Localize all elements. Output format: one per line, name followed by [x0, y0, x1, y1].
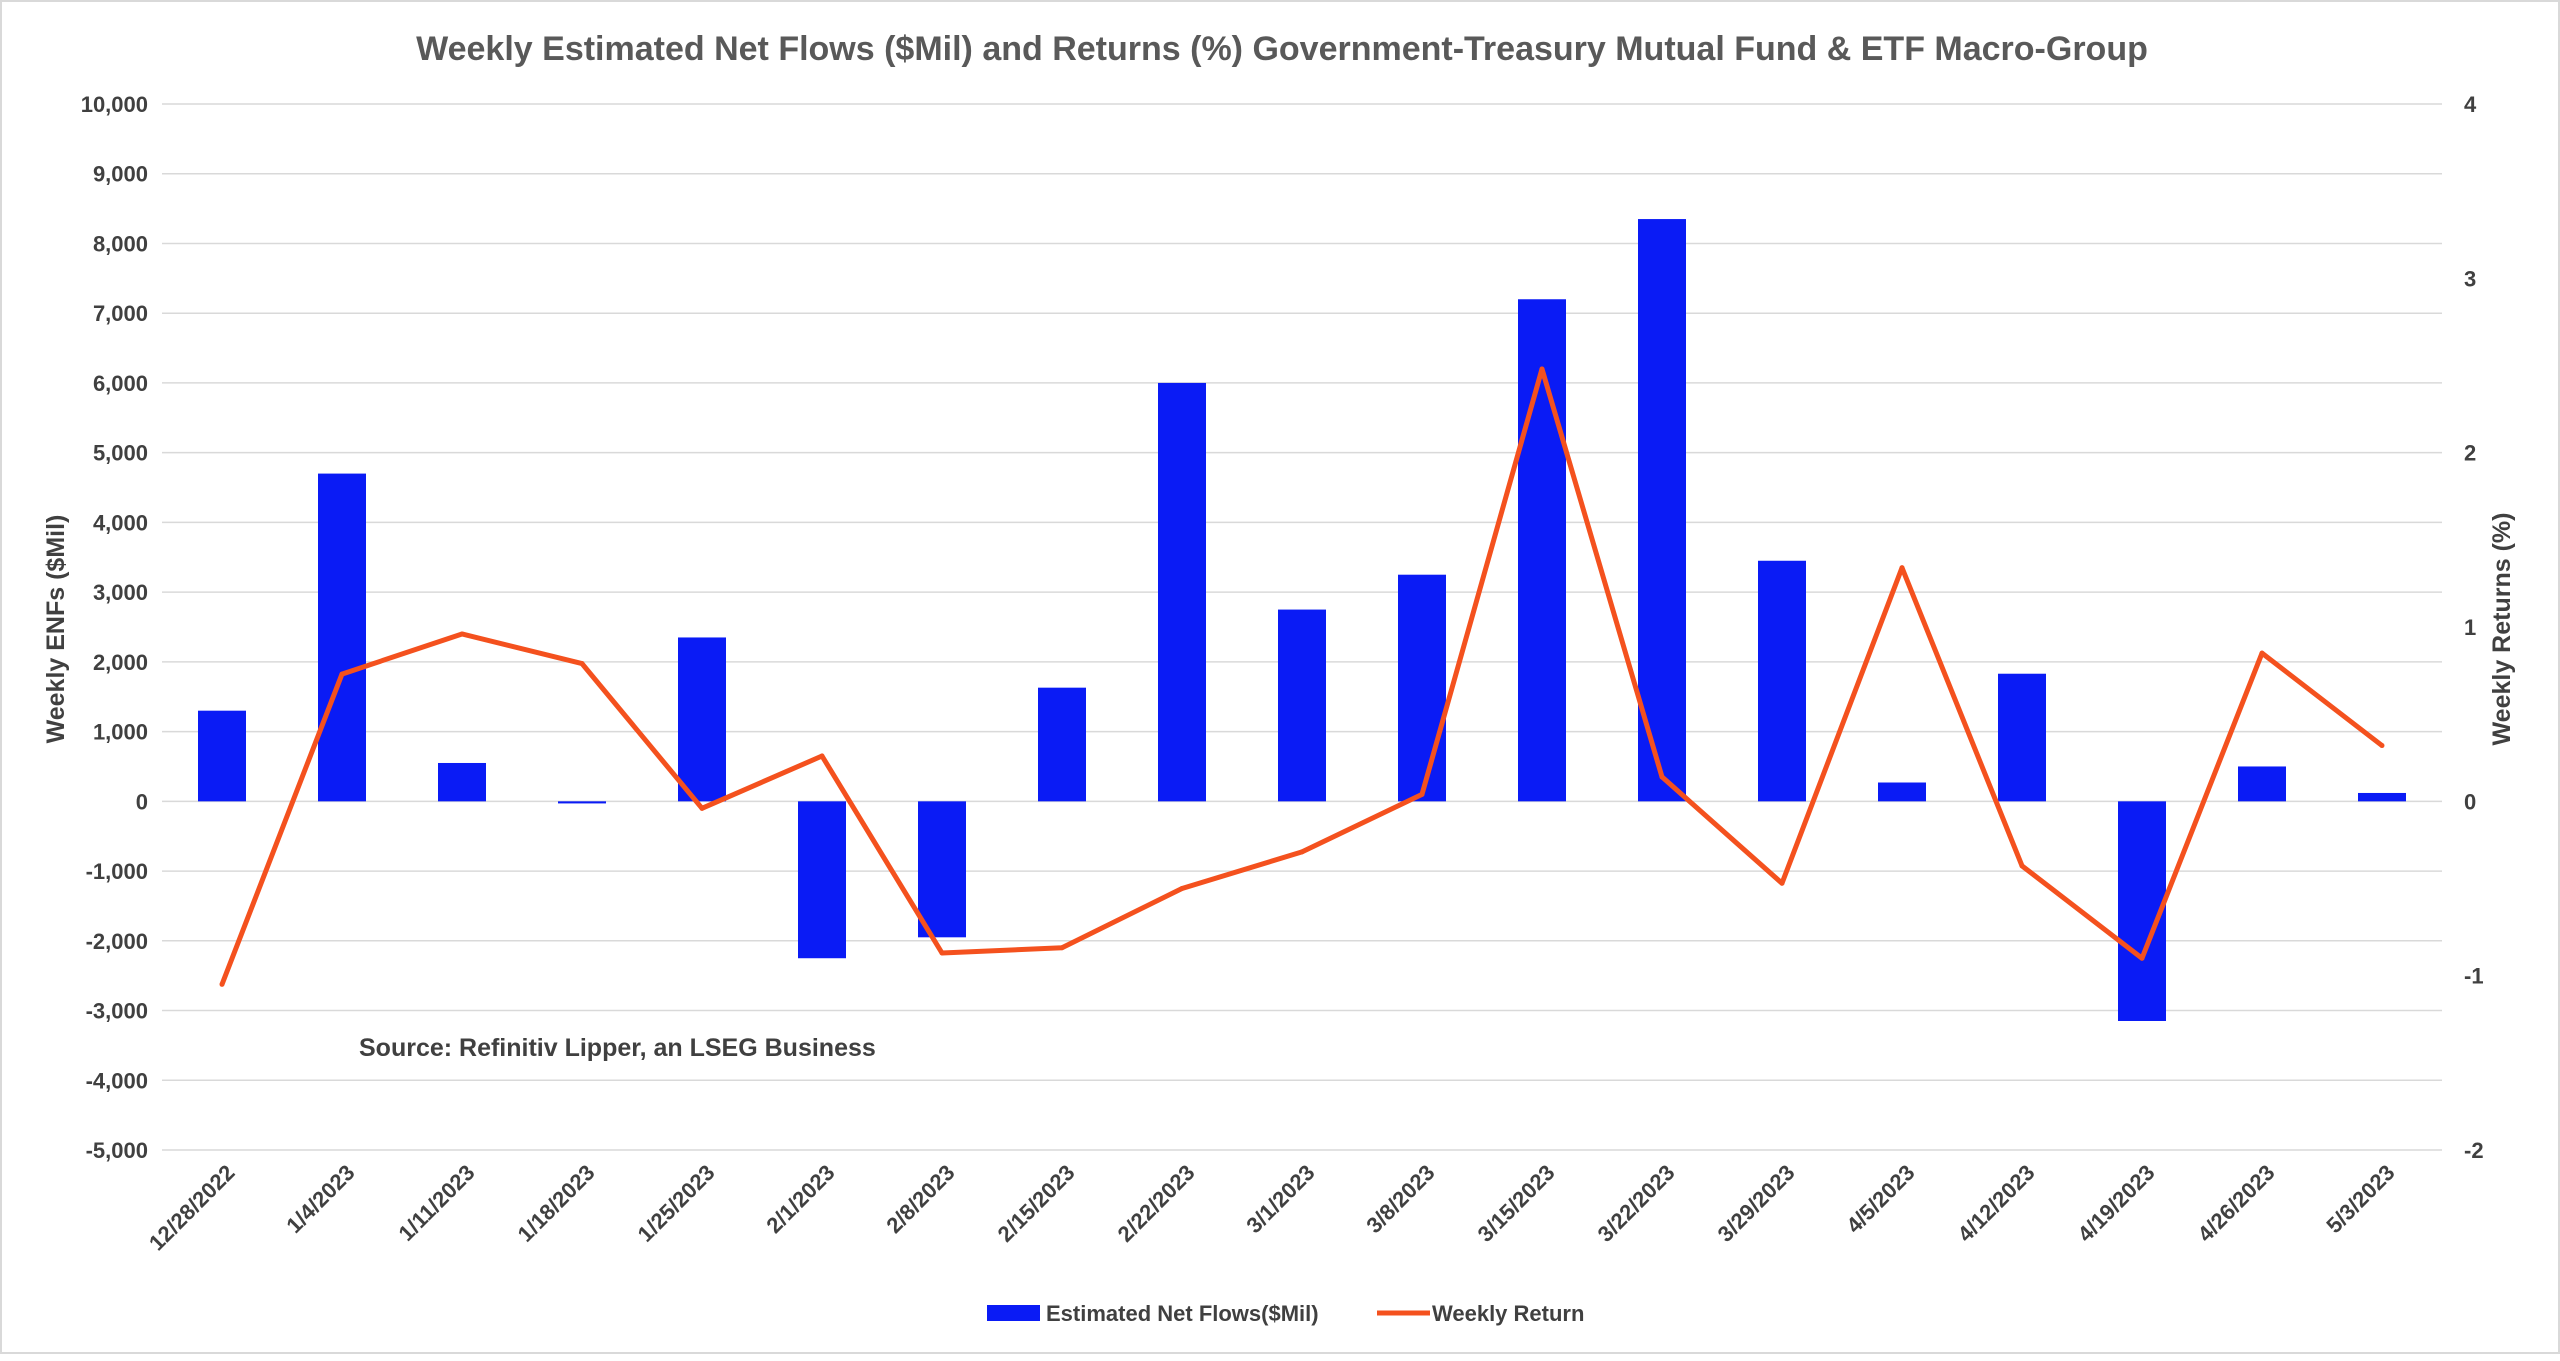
return-point [219, 981, 225, 987]
y-right-tick-label: 4 [2464, 92, 2477, 117]
return-point [1059, 945, 1065, 951]
y-left-tick-label: -1,000 [86, 859, 148, 884]
x-tick-label: 3/15/2023 [1473, 1160, 1560, 1247]
x-tick-label: 4/26/2023 [2193, 1160, 2280, 1247]
return-point [699, 805, 705, 811]
return-point [2259, 650, 2265, 656]
return-point [339, 671, 345, 677]
y-left-tick-label: 5,000 [93, 441, 148, 466]
return-point [1659, 774, 1665, 780]
y-right-tick-label: -2 [2464, 1138, 2484, 1163]
return-point [1299, 849, 1305, 855]
y-left-tick-label: 7,000 [93, 301, 148, 326]
x-tick-label: 5/3/2023 [2321, 1160, 2399, 1238]
x-tick-label: 2/15/2023 [993, 1160, 1080, 1247]
flow-bar [678, 637, 726, 802]
return-point [1179, 886, 1185, 891]
x-tick-label: 12/28/2022 [144, 1160, 240, 1256]
right-axis-ticks: -2 -1 0 1 2 3 4 [2464, 92, 2484, 1163]
x-tick-label: 1/11/2023 [394, 1160, 480, 1246]
legend-label-flows: Estimated Net Flows($Mil) [1046, 1301, 1319, 1326]
return-point [579, 661, 585, 667]
flow-bar [798, 801, 846, 959]
y-left-tick-label: 8,000 [93, 231, 148, 256]
flow-bar [2238, 766, 2286, 802]
x-tick-label: 1/18/2023 [513, 1160, 600, 1247]
return-point [819, 753, 825, 759]
flow-bar [198, 710, 246, 802]
flow-bar [918, 801, 966, 938]
legend: Estimated Net Flows($Mil) Weekly Return [987, 1301, 1584, 1326]
y-right-tick-label: 2 [2464, 441, 2476, 466]
y-left-tick-label: 6,000 [93, 371, 148, 396]
chart-title: Weekly Estimated Net Flows ($Mil) and Re… [416, 30, 2148, 68]
y-right-tick-label: 0 [2464, 789, 2476, 814]
return-point [1899, 565, 1905, 571]
return-point [939, 950, 945, 956]
return-point [1419, 791, 1425, 797]
y-left-tick-label: -5,000 [86, 1138, 148, 1163]
x-tick-label: 2/22/2023 [1113, 1160, 1200, 1247]
x-tick-label: 4/19/2023 [2073, 1160, 2160, 1247]
flow-bar [1158, 382, 1206, 802]
return-point [2139, 955, 2145, 961]
flow-bar [1998, 673, 2046, 802]
x-tick-label: 3/22/2023 [1593, 1160, 1680, 1247]
flow-bar [2358, 792, 2406, 802]
y-left-tick-label: 3,000 [93, 580, 148, 605]
x-tick-label: 1/4/2023 [281, 1160, 359, 1238]
flow-bar [1638, 219, 1686, 802]
x-tick-label: 2/8/2023 [881, 1160, 959, 1238]
flow-bar [1278, 609, 1326, 802]
x-tick-label: 4/5/2023 [1841, 1160, 1919, 1238]
return-point [459, 631, 465, 637]
y-left-tick-label: 0 [136, 789, 148, 814]
flows-bars [198, 219, 2406, 1021]
y-right-tick-label: -1 [2464, 964, 2484, 989]
y-left-axis-title: Weekly ENFs ($Mil) [42, 515, 70, 744]
return-point [2379, 743, 2385, 749]
left-axis-ticks: -5,000 -4,000 -3,000 -2,000 -1,000 0 1,000 2,00… [81, 92, 148, 1163]
flow-bar [558, 801, 606, 804]
flow-bar [1038, 687, 1086, 802]
x-tick-label: 3/29/2023 [1713, 1160, 1800, 1247]
y-left-tick-label: -3,000 [86, 999, 148, 1024]
flow-bar [438, 762, 486, 802]
return-point [2019, 863, 2025, 869]
x-tick-label: 1/25/2023 [633, 1160, 720, 1247]
y-left-tick-label: -2,000 [86, 929, 148, 954]
y-left-tick-label: 4,000 [93, 510, 148, 535]
x-axis-ticks: 12/28/2022 1/4/2023 1/11/2023 1/18/2023 1/25… [144, 1160, 2400, 1256]
flow-bar [318, 473, 366, 802]
return-line [219, 366, 2385, 987]
legend-swatch-flows [987, 1305, 1040, 1321]
y-right-tick-label: 1 [2464, 615, 2476, 640]
y-right-tick-label: 3 [2464, 266, 2476, 291]
return-point [1539, 366, 1545, 372]
return-point [1779, 880, 1785, 886]
x-tick-label: 3/1/2023 [1241, 1160, 1319, 1238]
source-annotation: Source: Refinitiv Lipper, an LSEG Busine… [359, 1034, 876, 1062]
y-left-tick-label: 10,000 [81, 92, 148, 117]
flow-bar [1398, 574, 1446, 802]
x-tick-label: 4/12/2023 [1953, 1160, 2040, 1247]
y-right-axis-title: Weekly Returns (%) [2488, 513, 2516, 746]
flow-bar [1878, 782, 1926, 802]
x-tick-label: 2/1/2023 [761, 1160, 839, 1238]
y-left-tick-label: 2,000 [93, 650, 148, 675]
flow-bar [1758, 560, 1806, 802]
y-left-tick-label: 9,000 [93, 162, 148, 187]
legend-label-return: Weekly Return [1432, 1301, 1584, 1326]
y-left-tick-label: -4,000 [86, 1068, 148, 1093]
x-tick-label: 3/8/2023 [1361, 1160, 1439, 1238]
flow-bar [1518, 299, 1566, 802]
y-left-tick-label: 1,000 [93, 720, 148, 745]
